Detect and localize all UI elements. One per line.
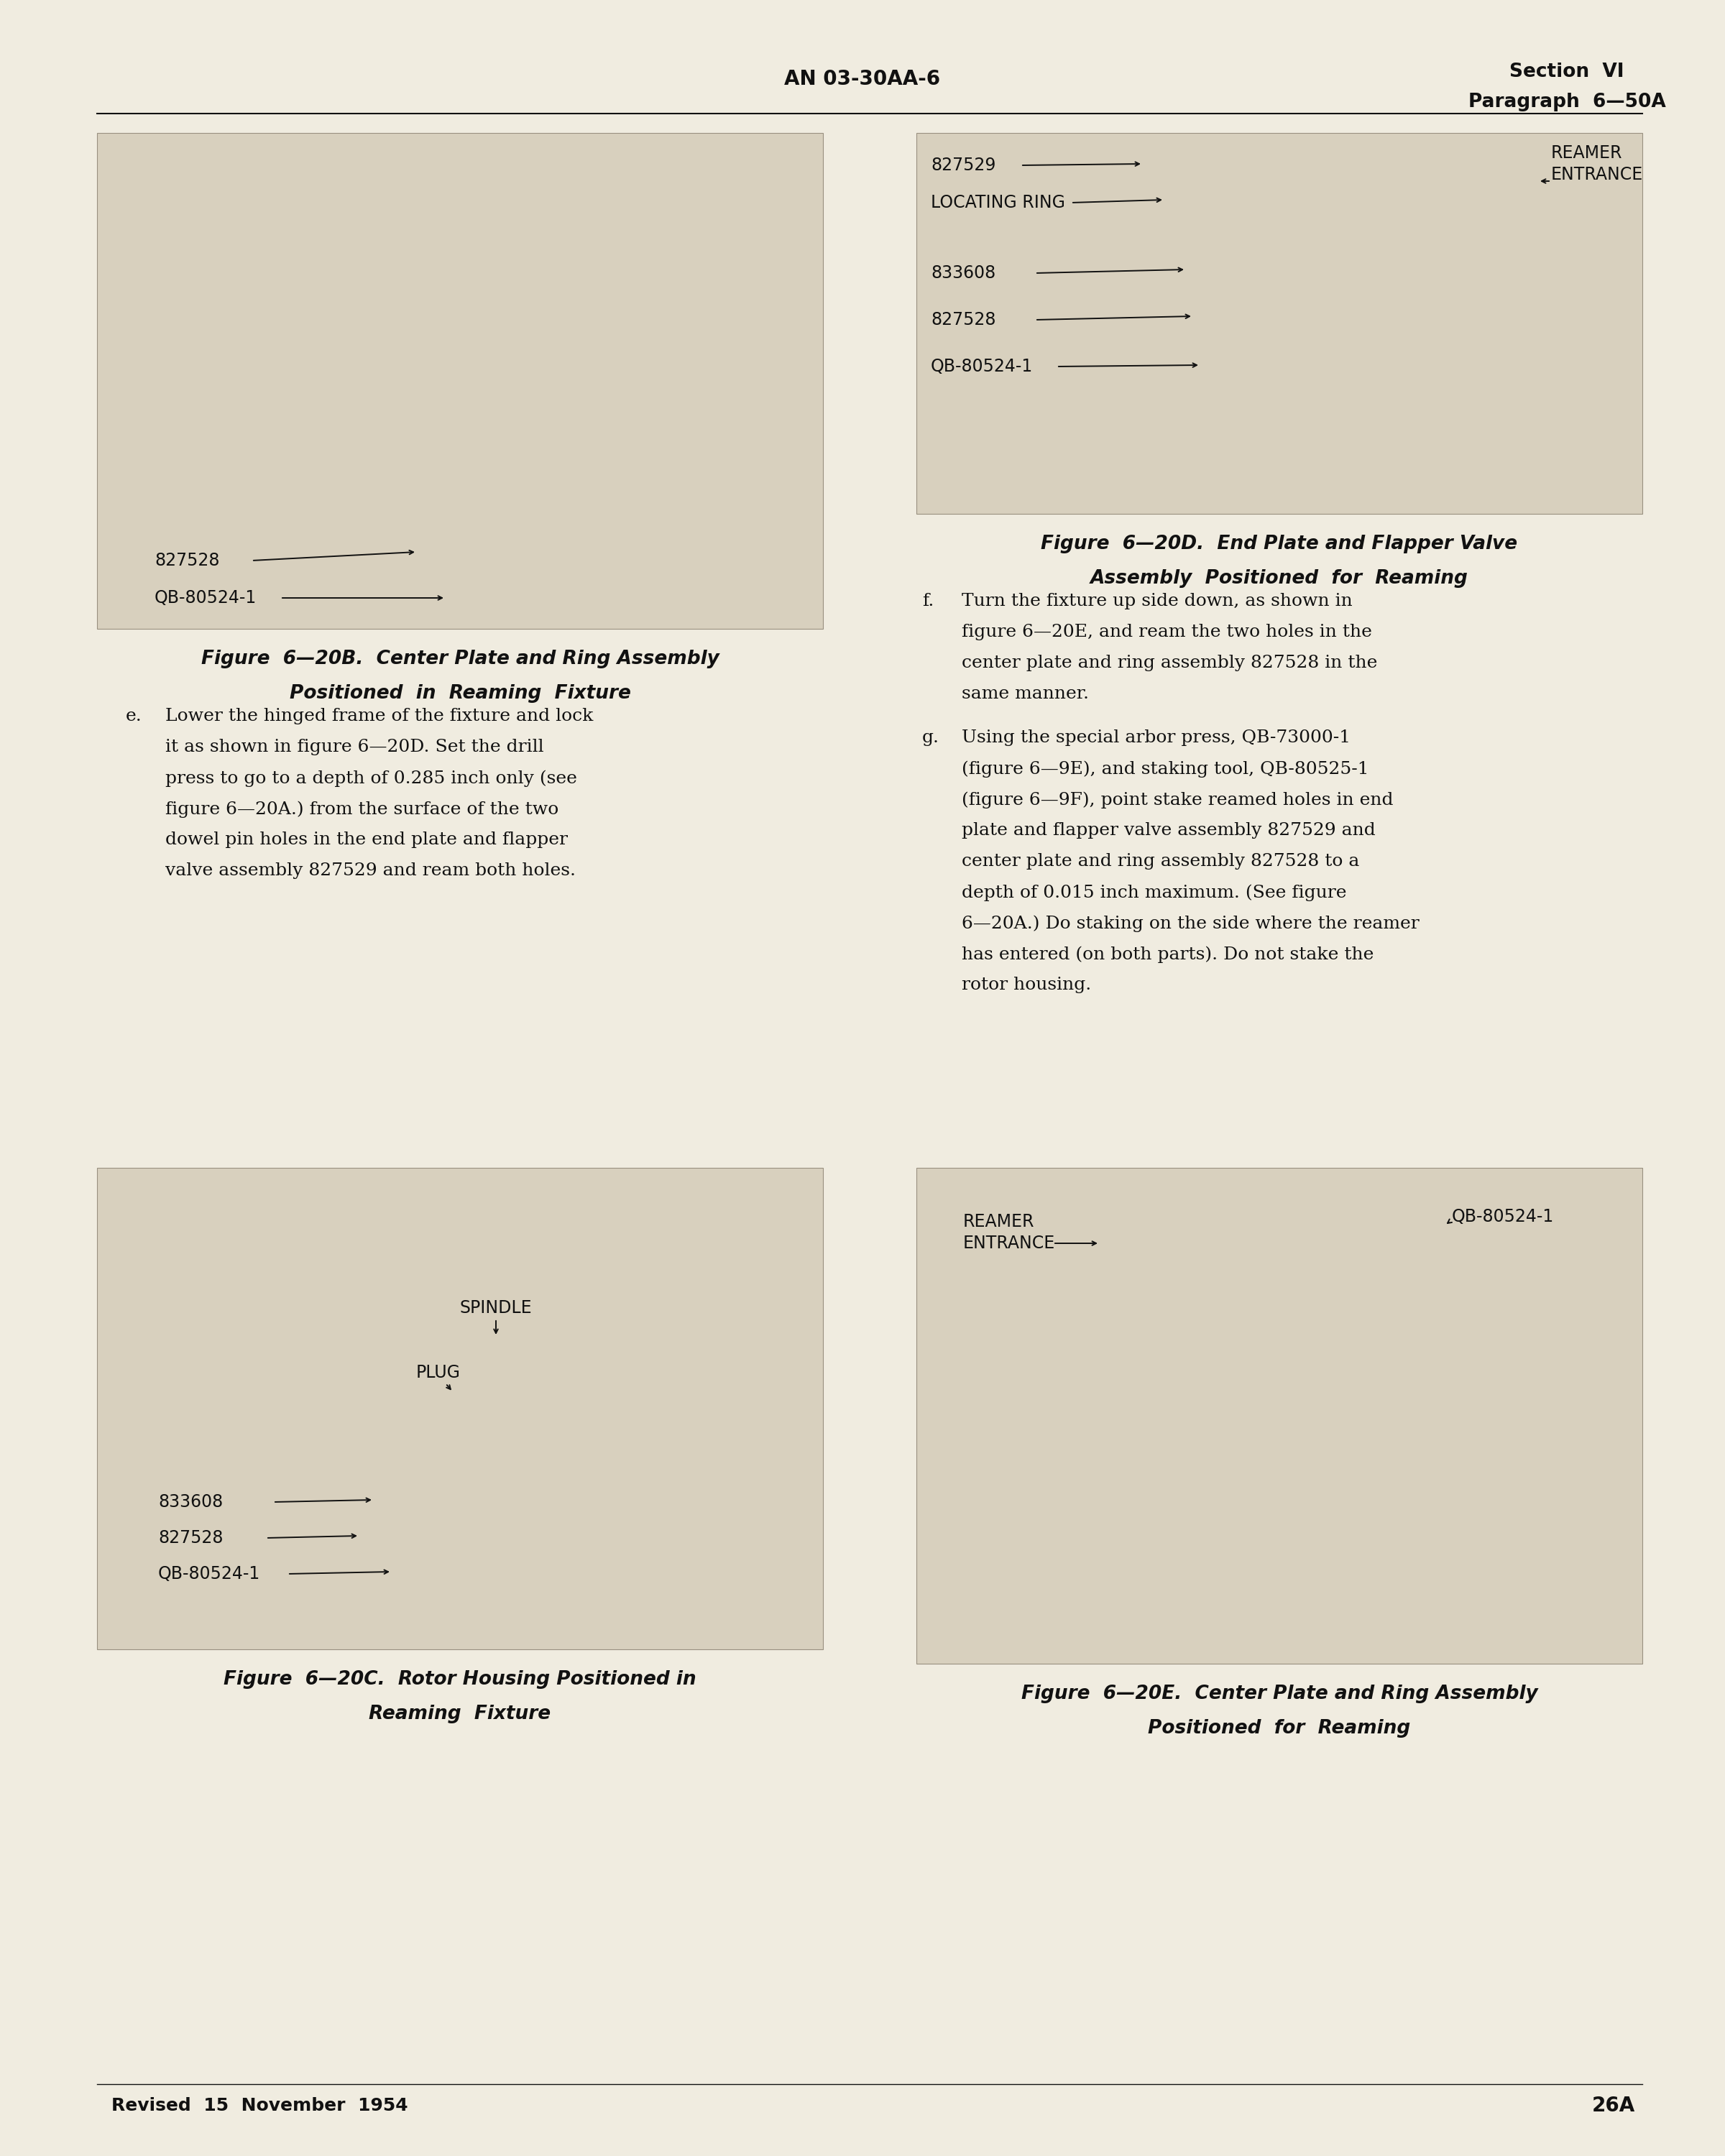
Text: QB-80524-1: QB-80524-1 (1452, 1207, 1554, 1225)
Text: plate and flapper valve assembly 827529 and: plate and flapper valve assembly 827529 … (963, 821, 1375, 839)
Bar (97, 1169, 823, 1649)
Text: same manner.: same manner. (963, 686, 1088, 703)
Text: Revised  15  November  1954: Revised 15 November 1954 (112, 2098, 409, 2115)
Text: Paragraph  6—50A: Paragraph 6—50A (1468, 93, 1666, 112)
Text: Section  VI: Section VI (1509, 63, 1625, 82)
Text: Positioned  for  Reaming: Positioned for Reaming (1149, 1718, 1411, 1738)
Text: 827528: 827528 (932, 310, 995, 328)
Bar (916, 134, 1642, 513)
Text: press to go to a depth of 0.285 inch only (see: press to go to a depth of 0.285 inch onl… (166, 770, 578, 787)
Bar (97, 134, 823, 630)
Text: Assembly  Positioned  for  Reaming: Assembly Positioned for Reaming (1090, 569, 1468, 589)
Text: center plate and ring assembly 827528 to a: center plate and ring assembly 827528 to… (963, 854, 1359, 869)
Bar (916, 1169, 1642, 1664)
Text: SPINDLE: SPINDLE (461, 1300, 531, 1317)
Text: Lower the hinged frame of the fixture and lock: Lower the hinged frame of the fixture an… (166, 707, 593, 724)
Text: 6—20A.) Do staking on the side where the reamer: 6—20A.) Do staking on the side where the… (963, 914, 1420, 931)
Text: figure 6—20A.) from the surface of the two: figure 6—20A.) from the surface of the t… (166, 800, 559, 817)
Text: QB-80524-1: QB-80524-1 (159, 1565, 260, 1583)
Text: depth of 0.015 inch maximum. (See figure: depth of 0.015 inch maximum. (See figure (963, 884, 1347, 901)
Text: Figure  6—20D.  End Plate and Flapper Valve: Figure 6—20D. End Plate and Flapper Valv… (1042, 535, 1518, 554)
Text: Using the special arbor press, QB-73000-1: Using the special arbor press, QB-73000-… (963, 729, 1351, 746)
Text: figure 6—20E, and ream the two holes in the: figure 6—20E, and ream the two holes in … (963, 623, 1371, 640)
Text: Reaming  Fixture: Reaming Fixture (369, 1705, 550, 1723)
Text: Figure  6—20C.  Rotor Housing Positioned in: Figure 6—20C. Rotor Housing Positioned i… (224, 1671, 697, 1688)
Text: 833608: 833608 (159, 1494, 223, 1511)
Text: REAMER
ENTRANCE: REAMER ENTRANCE (963, 1214, 1056, 1253)
Text: 26A: 26A (1592, 2096, 1635, 2115)
Text: Turn the fixture up side down, as shown in: Turn the fixture up side down, as shown … (963, 593, 1352, 610)
Text: 827528: 827528 (155, 552, 219, 569)
Text: Positioned  in  Reaming  Fixture: Positioned in Reaming Fixture (290, 683, 631, 703)
Text: has entered (on both parts). Do not stake the: has entered (on both parts). Do not stak… (963, 946, 1373, 964)
Text: LOCATING RING: LOCATING RING (932, 194, 1066, 211)
Text: 833608: 833608 (932, 265, 995, 282)
Text: Figure  6—20E.  Center Plate and Ring Assembly: Figure 6—20E. Center Plate and Ring Asse… (1021, 1684, 1537, 1703)
Text: QB-80524-1: QB-80524-1 (932, 358, 1033, 375)
Text: PLUG: PLUG (416, 1365, 461, 1382)
Text: dowel pin holes in the end plate and flapper: dowel pin holes in the end plate and fla… (166, 832, 568, 847)
Text: center plate and ring assembly 827528 in the: center plate and ring assembly 827528 in… (963, 655, 1377, 671)
Text: (figure 6—9E), and staking tool, QB-80525-1: (figure 6—9E), and staking tool, QB-8052… (963, 761, 1370, 778)
Text: g.: g. (923, 729, 940, 746)
Text: rotor housing.: rotor housing. (963, 977, 1092, 994)
Text: REAMER
ENTRANCE: REAMER ENTRANCE (1551, 144, 1644, 183)
Text: it as shown in figure 6—20D. Set the drill: it as shown in figure 6—20D. Set the dri… (166, 740, 543, 755)
Text: (figure 6—9F), point stake reamed holes in end: (figure 6—9F), point stake reamed holes … (963, 791, 1394, 808)
Text: QB-80524-1: QB-80524-1 (155, 589, 257, 606)
Text: 827529: 827529 (932, 157, 995, 175)
Text: f.: f. (923, 593, 933, 610)
Text: 827528: 827528 (159, 1529, 223, 1546)
Text: e.: e. (126, 707, 141, 724)
Text: Figure  6—20B.  Center Plate and Ring Assembly: Figure 6—20B. Center Plate and Ring Asse… (200, 649, 719, 668)
Text: AN 03-30AA-6: AN 03-30AA-6 (785, 69, 940, 88)
Text: valve assembly 827529 and ream both holes.: valve assembly 827529 and ream both hole… (166, 862, 576, 880)
